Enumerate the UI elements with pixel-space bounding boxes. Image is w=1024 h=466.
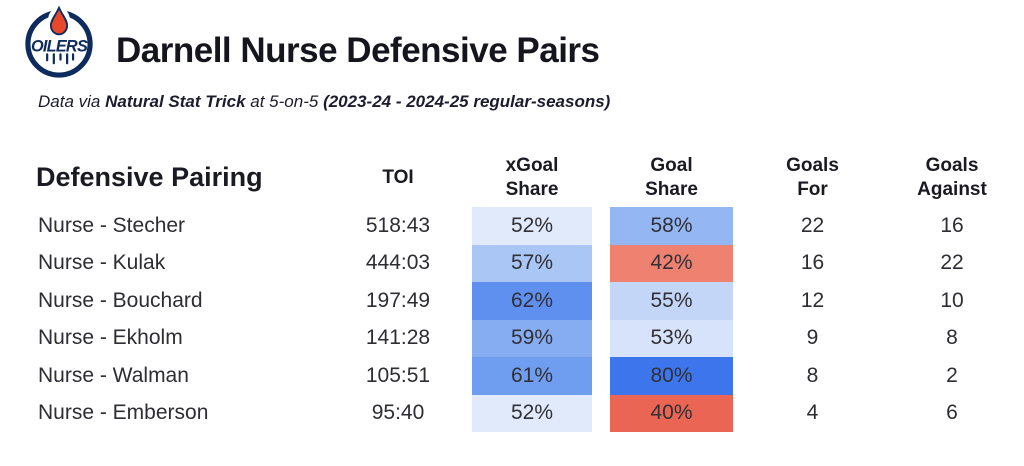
goals-against-cell: 16 bbox=[940, 213, 964, 237]
column-header-toi: TOI bbox=[382, 166, 414, 188]
logo-wordmark: OILERS bbox=[31, 37, 88, 55]
goal-share-cell: 80% bbox=[610, 357, 733, 395]
table-row: Nurse - Ekholm 141:28 59% 53% 9 8 bbox=[0, 319, 1024, 357]
pairing-cell: Nurse - Emberson bbox=[38, 401, 209, 425]
column-header-goals-against: Goals Against bbox=[917, 155, 987, 200]
goal-share-cell: 53% bbox=[610, 319, 733, 357]
table-row: Nurse - Emberson 95:40 52% 40% 4 6 bbox=[0, 394, 1024, 432]
toi-cell: 518:43 bbox=[365, 213, 431, 237]
xgoal-share-cell: 61% bbox=[472, 357, 592, 395]
goals-against-cell: 10 bbox=[940, 288, 964, 312]
pairing-cell: Nurse - Bouchard bbox=[38, 288, 203, 312]
goals-against-cell: 8 bbox=[946, 326, 958, 350]
logo-drips bbox=[46, 53, 75, 65]
goals-for-cell: 12 bbox=[800, 288, 825, 312]
goals-for-cell: 16 bbox=[800, 251, 825, 275]
goals-for-cell: 22 bbox=[800, 213, 825, 237]
toi-cell: 95:40 bbox=[371, 401, 425, 425]
xgoal-share-cell: 52% bbox=[472, 207, 592, 245]
pairing-cell: Nurse - Walman bbox=[38, 363, 189, 387]
pairing-cell: Nurse - Stecher bbox=[38, 213, 186, 237]
goals-against-cell: 22 bbox=[940, 251, 964, 275]
column-header-xgoal-share: xGoal Share bbox=[505, 155, 559, 200]
oilers-logo: OILERS bbox=[25, 5, 93, 78]
goals-for-cell: 9 bbox=[806, 326, 819, 350]
pairing-cell: Nurse - Ekholm bbox=[38, 326, 183, 350]
column-header-goal-share: Goal Share bbox=[645, 155, 698, 200]
xgoal-share-cell: 59% bbox=[472, 319, 592, 357]
subtitle-source: Natural Stat Trick bbox=[105, 92, 246, 111]
goals-against-cell: 2 bbox=[946, 363, 958, 387]
xgoal-share-cell: 52% bbox=[472, 394, 592, 432]
xgoal-share-cell: 57% bbox=[472, 244, 592, 282]
toi-cell: 105:51 bbox=[365, 363, 431, 387]
column-header-goals-for: Goals For bbox=[786, 155, 839, 200]
goal-share-cell: 40% bbox=[610, 394, 733, 432]
pairing-cell: Nurse - Kulak bbox=[38, 251, 166, 275]
goals-for-cell: 8 bbox=[806, 363, 819, 387]
table-row: Nurse - Walman 105:51 61% 80% 8 2 bbox=[0, 357, 1024, 395]
xgoal-share-cell: 62% bbox=[472, 282, 592, 320]
goals-against-cell: 6 bbox=[946, 401, 958, 425]
page-title: Darnell Nurse Defensive Pairs bbox=[116, 31, 600, 70]
table-row: Nurse - Stecher 518:43 52% 58% 22 16 bbox=[0, 207, 1024, 245]
subtitle-middle: at 5-on-5 bbox=[245, 92, 324, 111]
goal-share-cell: 42% bbox=[610, 244, 733, 282]
goals-for-cell: 4 bbox=[806, 401, 819, 425]
subtitle-seasons: (2023-24 - 2024-25 regular-seasons) bbox=[323, 92, 611, 111]
column-header-pairing: Defensive Pairing bbox=[36, 162, 263, 193]
table-header-row: Defensive Pairing TOI xGoal Share Goal S… bbox=[0, 148, 1024, 207]
toi-cell: 197:49 bbox=[365, 288, 431, 312]
subtitle-prefix: Data via bbox=[38, 92, 106, 111]
toi-cell: 141:28 bbox=[365, 326, 431, 350]
table-row: Nurse - Bouchard 197:49 62% 55% 12 10 bbox=[0, 282, 1024, 320]
page-subtitle: Data via Natural Stat Trick at 5-on-5 (2… bbox=[38, 92, 610, 112]
logo-drop-icon bbox=[49, 5, 69, 36]
goal-share-cell: 58% bbox=[610, 207, 733, 245]
goal-share-cell: 55% bbox=[610, 282, 733, 320]
toi-cell: 444:03 bbox=[365, 251, 431, 275]
table-row: Nurse - Kulak 444:03 57% 42% 16 22 bbox=[0, 244, 1024, 282]
